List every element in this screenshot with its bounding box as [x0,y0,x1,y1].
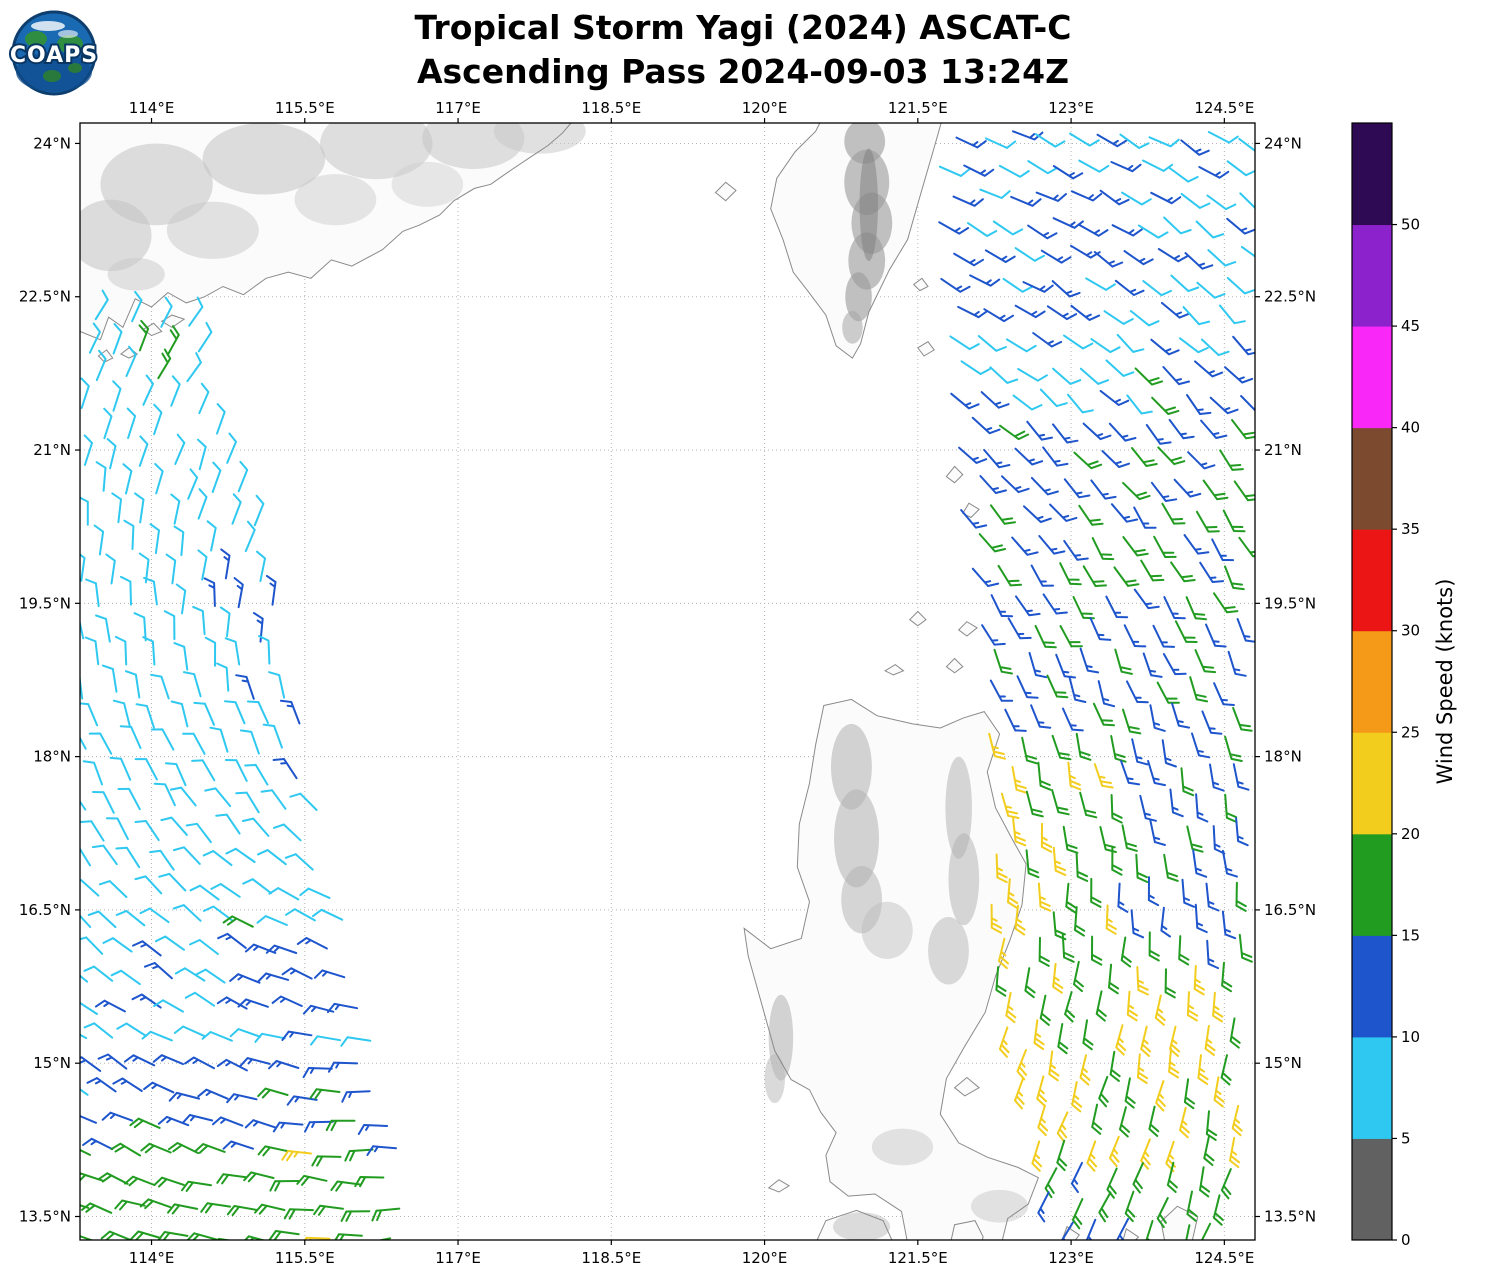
y-axis-tick-label: 21°N [33,441,71,459]
x-axis-tick-label-top: 123°E [1048,99,1094,117]
x-axis-tick-label-top: 118.5°E [581,99,641,117]
colorbar-segment [1352,630,1392,733]
colorbar-tick-label: 20 [1401,825,1420,843]
colorbar-segment [1352,833,1392,936]
logo-continent-3 [43,70,61,82]
coaps-logo-svg: COAPS [8,10,99,96]
chart-title: Tropical Storm Yagi (2024) ASCAT-C [414,8,1072,47]
x-axis-tick-label: 117°E [435,1249,481,1264]
colorbar: 0 5 10 15 20 25 30 35 40 45 50 Wind Speed (knots) [1351,122,1457,1249]
coaps-logo: COAPS [8,6,100,98]
wind-barb-swath-east [938,130,1255,1240]
logo-cloud-2 [58,30,78,38]
y-axis-tick-label: 18°N [33,748,71,766]
logo-continent-4 [68,63,82,73]
x-axis-tick-label: 123°E [1048,1249,1094,1264]
colorbar-segment [1352,935,1392,1038]
logo-text: COAPS [10,43,98,68]
axis-labels: 114°E 114°E 115.5°E 115.5°E 117°E 117°E 118.5°… [19,99,1316,1264]
y-axis-tick-label: 19.5°N [19,594,71,612]
x-axis-tick-label-top: 115.5°E [275,99,335,117]
colorbar-tick-label: 10 [1401,1028,1420,1046]
colorbar-tick-label: 45 [1401,317,1420,335]
y-axis-tick-label-right: 15°N [1264,1054,1302,1072]
x-axis-tick-label: 118.5°E [581,1249,641,1264]
colorbar-axis-label: Wind Speed (knots) [1433,579,1457,785]
landmass-itbayat [946,466,963,483]
landmass-polillo [954,1077,980,1096]
colorbar-tick-label: 40 [1401,419,1420,437]
chart-subtitle: Ascending Pass 2024-09-03 13:24Z [416,52,1070,91]
colorbar-segment [1352,427,1392,530]
y-axis-tick-label-right: 24°N [1264,134,1302,152]
colorbar-tick-label: 15 [1401,926,1420,944]
map-content [80,123,1255,1240]
x-axis-tick-label: 114°E [129,1249,175,1264]
colorbar-segment [1352,732,1392,835]
map-frame [75,118,1260,1245]
y-axis-tick-label-right: 13.5°N [1264,1207,1316,1225]
landmass-camiguin-norte [946,658,963,673]
x-axis-tick-label-top: 121.5°E [888,99,948,117]
landmass-fuga [885,664,904,675]
wind-barb-swath-west [80,289,401,1240]
colorbar-segment [1352,529,1392,632]
x-axis-tick-label: 121.5°E [888,1249,948,1264]
x-axis-tick-label: 115.5°E [275,1249,335,1264]
colorbar-segment [1352,123,1392,226]
landmass-marinduque [951,1220,984,1240]
logo-cloud-1 [31,21,65,31]
landmass-ticao [1123,1228,1139,1240]
y-axis-tick-label: 13.5°N [19,1207,71,1225]
y-axis-tick-label-right: 18°N [1264,748,1302,766]
landmass-orchid-island [917,341,935,356]
map-border [79,122,1256,1241]
colorbar-segment [1352,1138,1392,1241]
colorbar-tick-label: 0 [1401,1231,1411,1249]
y-axis-tick-label: 16.5°N [19,901,71,919]
colorbar-segment [1352,1036,1392,1139]
colorbar-segment [1352,224,1392,327]
y-axis-tick-label-right: 22.5°N [1264,288,1316,306]
colorbar-tick-label: 35 [1401,520,1420,538]
x-axis-tick-label-top: 117°E [435,99,481,117]
y-axis-tick-label: 24°N [33,134,71,152]
y-axis-tick-label-right: 21°N [1264,441,1302,459]
colorbar-tick-label: 5 [1401,1129,1411,1147]
landmass-babuyan [958,621,978,636]
y-axis-tick-label: 22.5°N [19,288,71,306]
landmass-burias [1062,1226,1080,1240]
gridlines [80,123,1255,1240]
chart-header: Tropical Storm Yagi (2024) ASCAT-C Ascen… [0,6,1486,94]
x-axis-tick-label-top: 120°E [742,99,788,117]
y-axis-tick-label-right: 19.5°N [1264,594,1316,612]
colorbar-tick-label: 50 [1401,216,1420,234]
landmass-penghu [715,182,736,201]
logo-continent-2 [57,35,83,53]
colorbar-border [1351,122,1393,1241]
x-axis-tick-label: 124.5°E [1194,1249,1254,1264]
x-axis-tick-label: 120°E [742,1249,788,1264]
colorbar-tick-label: 30 [1401,622,1420,640]
land-coastlines [80,123,1199,1240]
y-axis-tick-label: 15°N [33,1054,71,1072]
colorbar-tick-label: 25 [1401,723,1420,741]
logo-continent-1 [25,31,47,47]
landmass-calayan [909,611,926,626]
x-axis-tick-label-top: 114°E [129,99,175,117]
y-axis-tick-label-right: 16.5°N [1264,901,1316,919]
colorbar-segment [1352,326,1392,429]
x-axis-tick-label-top: 124.5°E [1194,99,1254,117]
